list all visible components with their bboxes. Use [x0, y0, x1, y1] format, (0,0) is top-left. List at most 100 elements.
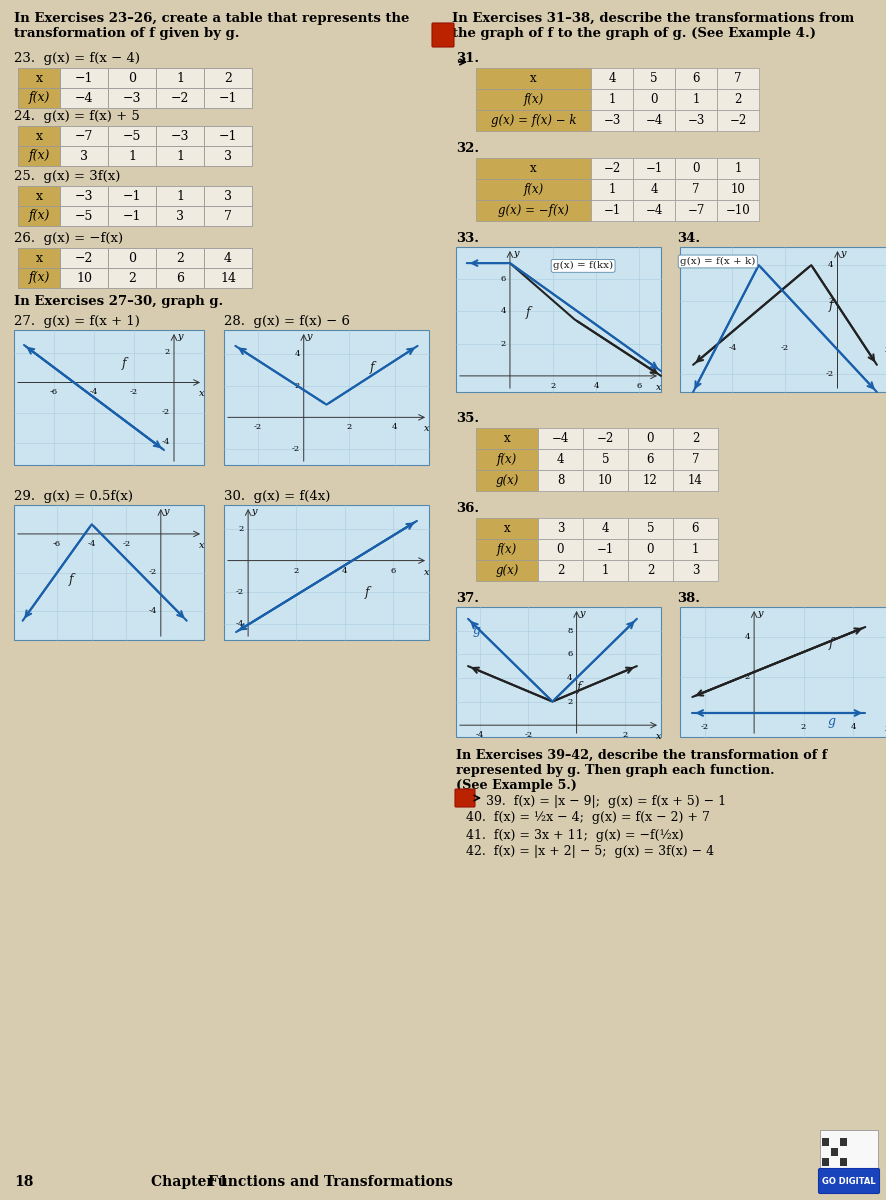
Text: -2: -2: [825, 370, 833, 378]
Text: 14: 14: [688, 474, 702, 487]
Text: 38.: 38.: [676, 592, 699, 605]
Bar: [582, 470, 627, 491]
Bar: [476, 560, 538, 581]
Text: x: x: [35, 130, 43, 143]
Bar: [590, 89, 633, 110]
Bar: [674, 200, 716, 221]
Text: y: y: [512, 248, 517, 258]
Bar: [476, 470, 538, 491]
Bar: [18, 206, 60, 226]
Bar: [156, 146, 204, 166]
Text: y: y: [757, 608, 762, 618]
Text: 4: 4: [294, 350, 299, 358]
Bar: [476, 200, 590, 221]
Bar: [627, 428, 672, 449]
Text: 3: 3: [224, 150, 232, 162]
Text: 14: 14: [220, 271, 236, 284]
Text: 2: 2: [828, 298, 833, 305]
Text: g(x) = f(x + k): g(x) = f(x + k): [680, 257, 755, 266]
Bar: [716, 179, 758, 200]
Text: -4: -4: [727, 343, 736, 352]
Text: In Exercises 39–42, describe the transformation of f
represented by g. Then grap: In Exercises 39–42, describe the transfo…: [455, 749, 827, 792]
Text: 1: 1: [608, 92, 615, 106]
Text: -6: -6: [50, 389, 58, 396]
Bar: [204, 268, 252, 288]
Text: 2: 2: [175, 252, 183, 264]
Bar: [476, 539, 538, 560]
Bar: [674, 158, 716, 179]
Text: 5: 5: [646, 522, 654, 535]
Bar: [582, 428, 627, 449]
Bar: [627, 449, 672, 470]
Text: 4: 4: [827, 262, 833, 269]
Bar: [538, 428, 582, 449]
Text: 36.: 36.: [455, 502, 478, 515]
Text: 2: 2: [550, 382, 556, 390]
Bar: [14, 505, 204, 640]
Text: 8: 8: [566, 626, 572, 635]
Text: 6: 6: [175, 271, 183, 284]
Bar: [716, 68, 758, 89]
Text: -2: -2: [149, 569, 157, 576]
Text: x: x: [656, 732, 661, 742]
Text: 26.  g(x) = −f(x): 26. g(x) = −f(x): [14, 232, 123, 245]
Text: -4: -4: [89, 389, 98, 396]
Text: x: x: [35, 72, 43, 84]
Text: 6: 6: [646, 452, 654, 466]
Text: 1: 1: [608, 182, 615, 196]
Bar: [156, 126, 204, 146]
Text: −1: −1: [219, 91, 237, 104]
Bar: [108, 206, 156, 226]
Bar: [680, 247, 886, 392]
Bar: [476, 110, 590, 131]
Text: f(x): f(x): [28, 271, 50, 284]
Bar: [60, 206, 108, 226]
Text: 40.  f(x) = ½x − 4;  g(x) = f(x − 2) + 7: 40. f(x) = ½x − 4; g(x) = f(x − 2) + 7: [465, 811, 709, 824]
Text: x: x: [503, 432, 509, 445]
Text: -2: -2: [253, 424, 262, 431]
Text: 2: 2: [691, 432, 698, 445]
Text: 2: 2: [800, 722, 805, 731]
Text: f(x): f(x): [28, 91, 50, 104]
Text: g(x): g(x): [494, 564, 518, 577]
Bar: [476, 179, 590, 200]
Text: 42.  f(x) = |x + 2| − 5;  g(x) = 3f(x) − 4: 42. f(x) = |x + 2| − 5; g(x) = 3f(x) − 4: [465, 846, 713, 858]
Text: 1: 1: [175, 150, 183, 162]
Bar: [14, 330, 204, 464]
Bar: [108, 268, 156, 288]
Bar: [672, 518, 717, 539]
Bar: [633, 89, 674, 110]
Bar: [476, 68, 590, 89]
Bar: [18, 248, 60, 268]
Bar: [108, 126, 156, 146]
Bar: [538, 518, 582, 539]
Bar: [582, 518, 627, 539]
Bar: [674, 89, 716, 110]
Text: −3: −3: [122, 91, 141, 104]
Text: −3: −3: [74, 190, 93, 203]
Text: x: x: [656, 383, 661, 392]
Bar: [204, 68, 252, 88]
Text: 3: 3: [691, 564, 698, 577]
Text: g(x) = f(kx): g(x) = f(kx): [552, 262, 612, 270]
Bar: [590, 68, 633, 89]
Text: 41.  f(x) = 3x + 11;  g(x) = −f(½x): 41. f(x) = 3x + 11; g(x) = −f(½x): [465, 828, 683, 841]
Text: y: y: [840, 248, 845, 258]
Text: 2: 2: [224, 72, 231, 84]
Text: 10: 10: [597, 474, 612, 487]
Text: −5: −5: [122, 130, 141, 143]
Bar: [108, 146, 156, 166]
Text: −3: −3: [602, 114, 620, 127]
FancyBboxPatch shape: [455, 790, 475, 806]
Text: 34.: 34.: [676, 232, 699, 245]
Text: −2: −2: [74, 252, 93, 264]
Text: 4: 4: [566, 674, 572, 682]
Bar: [476, 518, 538, 539]
Bar: [839, 1158, 846, 1166]
Text: 0: 0: [646, 432, 654, 445]
Text: x: x: [884, 724, 886, 733]
Text: -4: -4: [148, 607, 157, 616]
Text: 0: 0: [649, 92, 657, 106]
Text: -2: -2: [780, 343, 789, 352]
Text: 4: 4: [392, 424, 397, 431]
